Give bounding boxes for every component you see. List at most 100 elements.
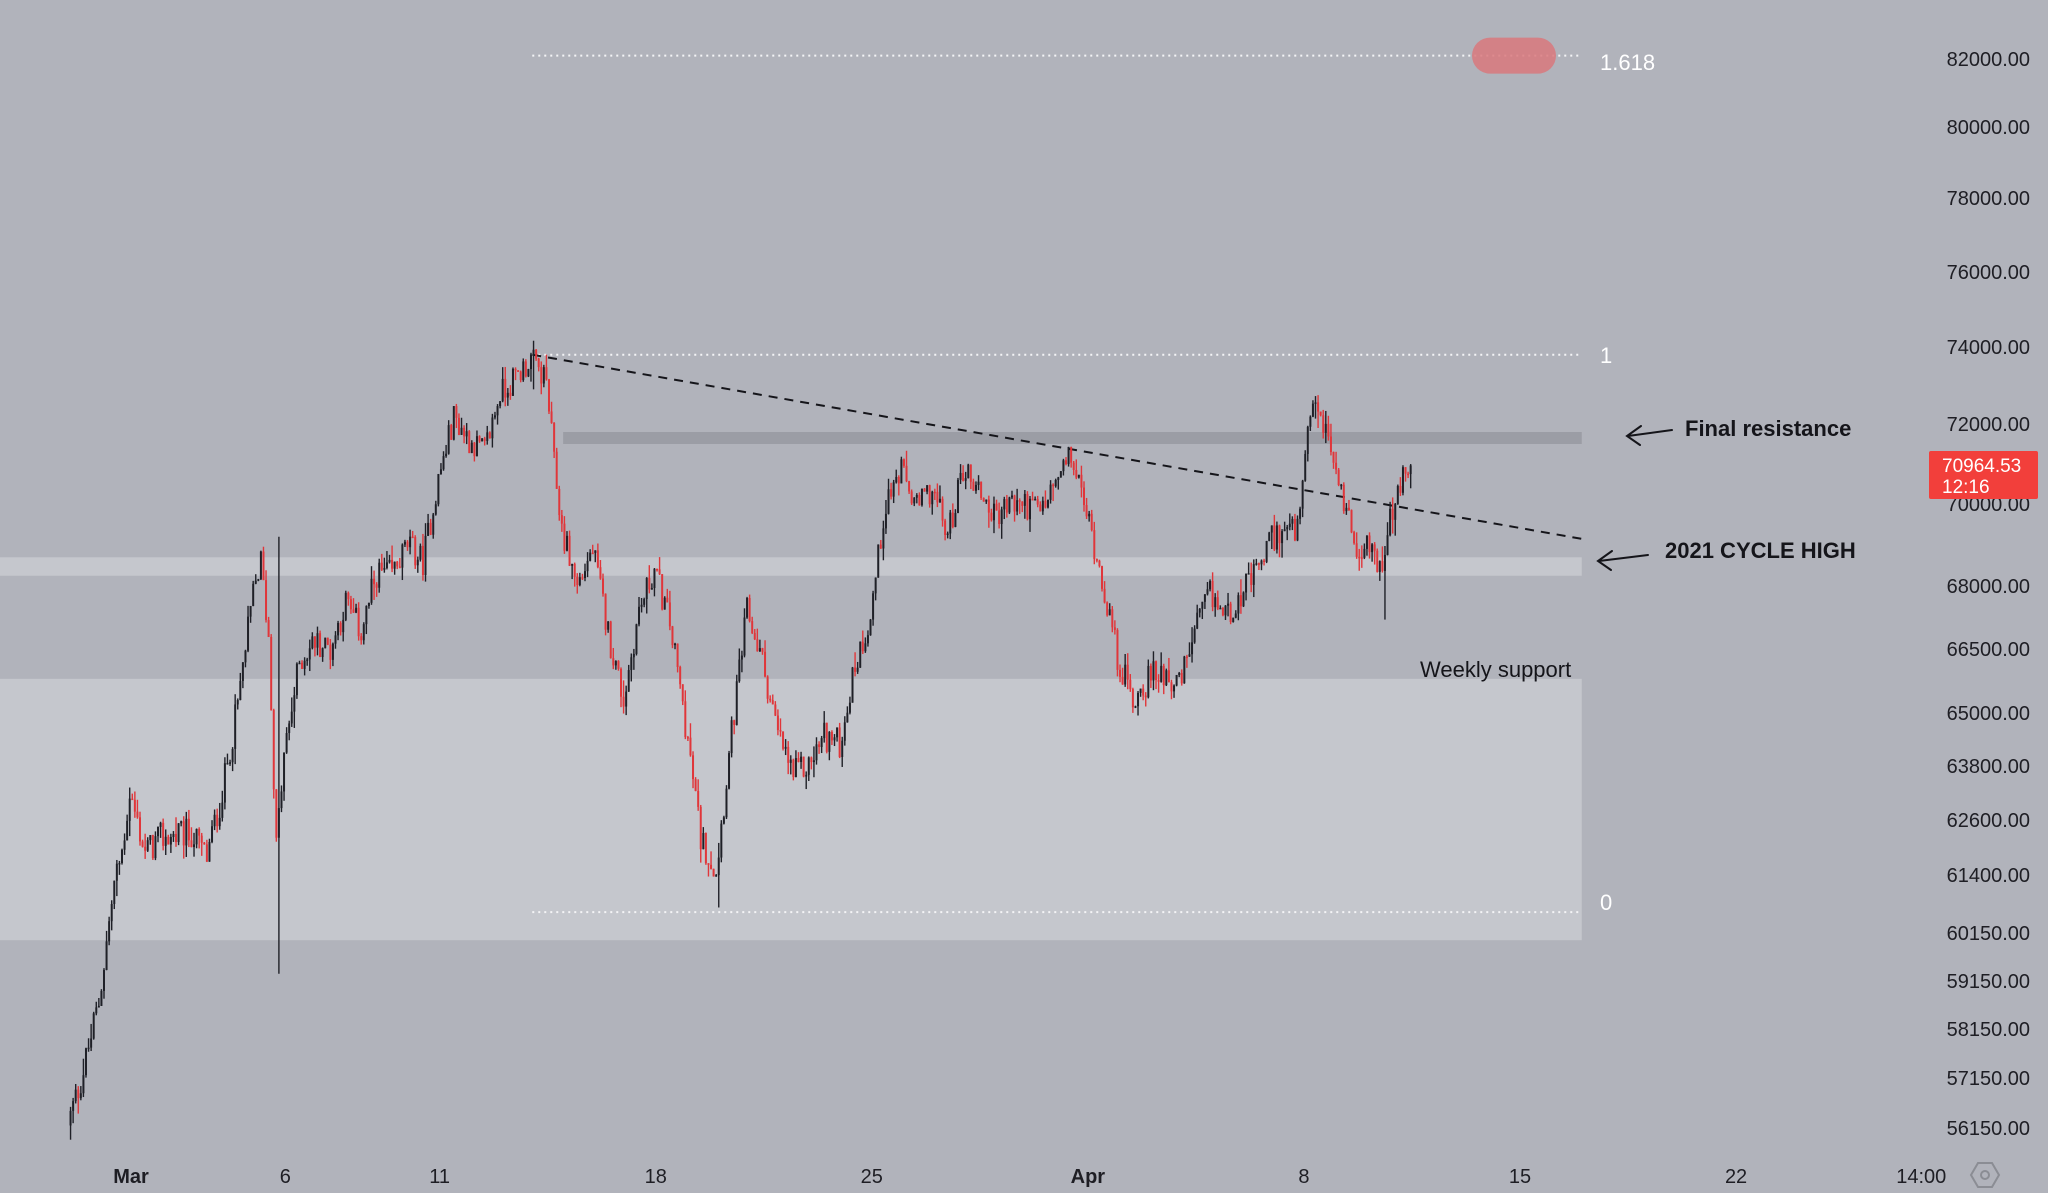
candle — [460, 417, 463, 436]
candle — [424, 523, 427, 582]
candle-body — [846, 712, 849, 723]
candle — [712, 868, 715, 877]
candle-body — [362, 624, 365, 641]
candle-body — [969, 464, 972, 482]
candle — [416, 556, 419, 573]
candle-body — [1299, 508, 1302, 519]
candle — [308, 639, 311, 672]
candle-body — [522, 361, 525, 381]
candle-body — [1134, 706, 1137, 708]
candle-body — [1155, 661, 1158, 680]
candle-body — [383, 567, 386, 570]
candle — [1000, 506, 1003, 539]
candle-body — [1242, 592, 1245, 607]
candle-body — [1227, 603, 1230, 606]
candle-body — [1327, 423, 1330, 437]
candle-body — [995, 503, 998, 511]
candle — [1119, 664, 1122, 683]
candle — [514, 367, 517, 381]
candle — [481, 438, 484, 442]
candle — [856, 661, 859, 674]
candle — [1183, 655, 1186, 684]
candle-body — [1278, 525, 1281, 544]
candle — [550, 401, 553, 424]
candle-body — [985, 499, 988, 502]
candle-body — [838, 727, 841, 757]
candle — [236, 698, 239, 710]
candle — [1409, 464, 1412, 489]
candle — [1124, 653, 1127, 687]
candle-body — [820, 738, 823, 748]
candle-body — [146, 840, 149, 851]
candle — [828, 731, 831, 761]
candle-body — [800, 756, 803, 762]
candle — [401, 543, 404, 581]
candle-body — [185, 818, 188, 846]
candle — [241, 662, 244, 689]
candle — [331, 642, 334, 667]
candle-body — [802, 756, 805, 777]
candle — [1347, 499, 1350, 511]
candle — [1281, 529, 1284, 558]
candle — [303, 657, 306, 676]
candle — [599, 560, 602, 580]
candle-body — [941, 498, 944, 521]
candle — [910, 489, 913, 505]
candle-body — [905, 465, 908, 482]
candle — [1088, 510, 1091, 522]
candle-body — [658, 569, 661, 575]
candle — [113, 880, 116, 910]
cycle-high-label: 2021 CYCLE HIGH — [1665, 538, 1856, 563]
candle — [1090, 509, 1093, 532]
candle — [388, 554, 391, 564]
candle-body — [1113, 627, 1116, 630]
candle-body — [581, 577, 584, 579]
candle — [1016, 488, 1019, 516]
countdown-label: 12:16 — [1942, 477, 1990, 498]
candle — [1157, 674, 1160, 693]
candle — [823, 711, 826, 743]
candle — [1080, 465, 1083, 498]
candle — [897, 475, 900, 496]
candle — [403, 539, 406, 547]
candle-body — [277, 808, 280, 838]
candle — [445, 444, 448, 458]
candle — [223, 757, 226, 810]
candle-body — [532, 349, 535, 355]
candle — [175, 817, 178, 847]
candle — [715, 874, 718, 877]
candle-body — [645, 577, 648, 600]
candle — [627, 664, 630, 692]
candle-body — [514, 368, 517, 371]
candle-body — [1378, 561, 1381, 572]
candle-body — [1003, 499, 1006, 510]
candle — [475, 430, 478, 457]
candle-body — [676, 643, 679, 667]
candle-body — [782, 731, 785, 749]
candle-body — [120, 849, 123, 864]
candle — [295, 662, 298, 699]
candle — [406, 540, 409, 551]
candle-body — [635, 624, 638, 654]
candle-body — [1404, 467, 1407, 474]
candle-body — [1214, 597, 1217, 608]
candle-body — [751, 621, 754, 634]
candle-body — [1170, 682, 1173, 692]
candle-body — [617, 661, 620, 669]
candle-body — [1142, 688, 1145, 696]
candle — [782, 731, 785, 751]
candle-body — [167, 836, 170, 845]
candle — [751, 616, 754, 635]
x-tick-label: 11 — [429, 1166, 450, 1188]
candle — [787, 741, 790, 775]
candle — [262, 546, 265, 581]
candle — [1306, 425, 1309, 462]
candle — [324, 637, 327, 649]
candle-body — [229, 762, 232, 764]
candle — [162, 818, 165, 851]
settings-icon[interactable] — [1969, 1162, 2001, 1188]
candle-body — [326, 637, 329, 645]
candle-body — [270, 636, 273, 711]
